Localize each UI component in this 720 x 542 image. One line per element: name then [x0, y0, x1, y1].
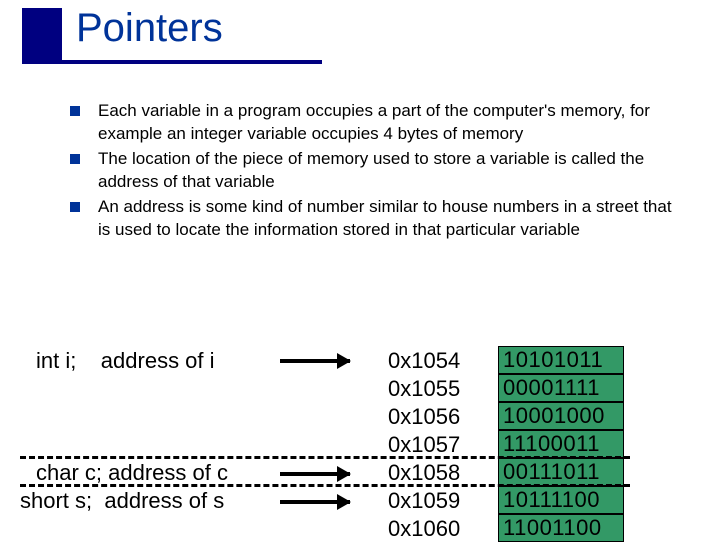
memory-cell: 00111011 — [498, 458, 624, 486]
addr-cell: 0x1058 — [388, 460, 460, 486]
memory-table: 10101011 00001111 10001000 11100011 0011… — [498, 346, 624, 542]
bullet-list: Each variable in a program occupies a pa… — [70, 100, 678, 244]
arrow-int-icon — [280, 359, 350, 363]
bullet-marker-icon — [70, 154, 80, 164]
memory-cell: 11100011 — [498, 430, 624, 458]
addr-cell: 0x1060 — [388, 516, 460, 542]
divider-dashed — [20, 456, 630, 459]
addr-cell: 0x1055 — [388, 376, 460, 402]
arrow-char-icon — [280, 472, 350, 476]
memory-cell: 00001111 — [498, 374, 624, 402]
bullet-marker-icon — [70, 106, 80, 116]
divider-dashed — [20, 484, 630, 487]
memory-cell: 10101011 — [498, 346, 624, 374]
bullet-item: An address is some kind of number simila… — [70, 196, 678, 242]
addr-cell: 0x1059 — [388, 488, 460, 514]
slide-title: Pointers — [76, 6, 223, 51]
memory-cell: 11001100 — [498, 514, 624, 542]
arrow-short-icon — [280, 500, 350, 504]
addr-cell: 0x1057 — [388, 432, 460, 458]
addr-cell: 0x1056 — [388, 404, 460, 430]
bullet-marker-icon — [70, 202, 80, 212]
bullet-text: The location of the piece of memory used… — [98, 148, 678, 194]
memory-cell: 10001000 — [498, 402, 624, 430]
title-accent-bar — [22, 8, 62, 60]
bullet-item: Each variable in a program occupies a pa… — [70, 100, 678, 146]
decl-char: char c; address of c — [36, 460, 228, 486]
decl-short: short s; address of s — [20, 488, 224, 514]
bullet-text: Each variable in a program occupies a pa… — [98, 100, 678, 146]
bullet-text: An address is some kind of number simila… — [98, 196, 678, 242]
memory-cell: 10111100 — [498, 486, 624, 514]
decl-int: int i; address of i — [36, 348, 215, 374]
addr-cell: 0x1054 — [388, 348, 460, 374]
bullet-item: The location of the piece of memory used… — [70, 148, 678, 194]
